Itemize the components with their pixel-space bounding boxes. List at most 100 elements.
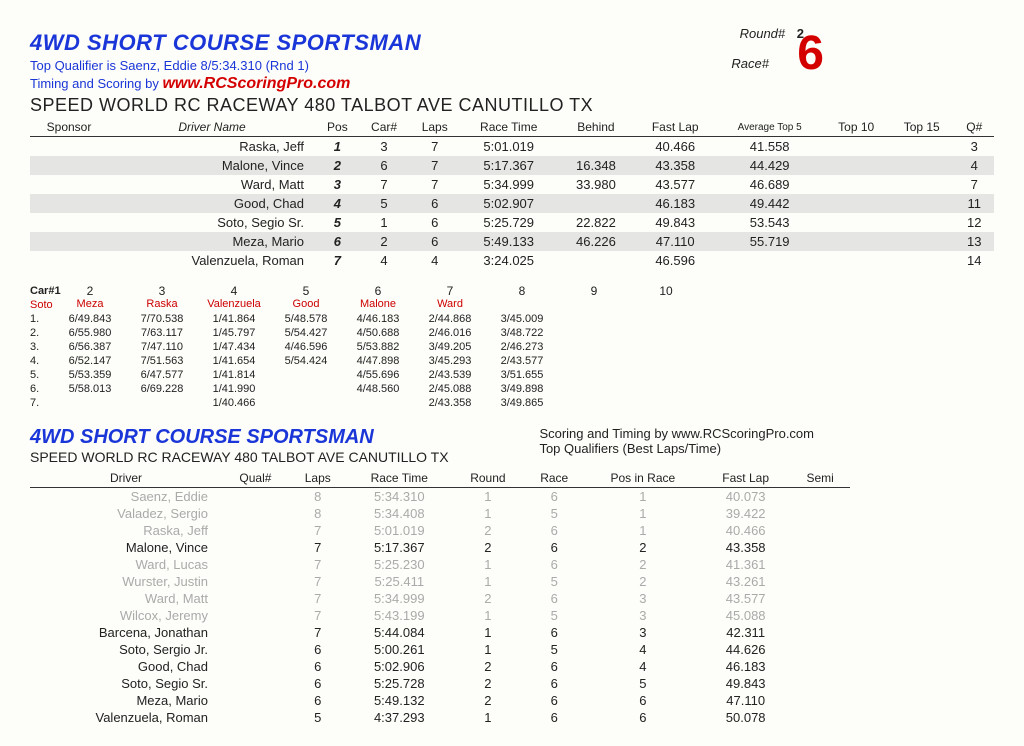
lap-cell <box>558 368 630 382</box>
tq-qual <box>222 607 289 624</box>
cell-time: 5:17.367 <box>460 156 557 175</box>
lap-header-names: SotoMezaRaskaValenzuelaGoodMaloneWard <box>30 298 994 312</box>
cell-fast: 47.110 <box>634 232 715 251</box>
tq-fast: 41.361 <box>701 556 790 573</box>
tq-time: 5:25.411 <box>347 573 452 590</box>
race-label: Race# <box>731 56 769 71</box>
cell-sponsor <box>30 213 108 232</box>
tq-time: 5:44.084 <box>347 624 452 641</box>
tq-driver: Malone, Vince <box>30 539 222 556</box>
tq-round: 1 <box>452 556 524 573</box>
race-number: 6 <box>797 30 824 78</box>
tq-round: 1 <box>452 488 524 506</box>
tq-laps: 6 <box>289 692 347 709</box>
lap-index: 5. <box>30 368 54 382</box>
tq-fast: 43.577 <box>701 590 790 607</box>
cell-q: 4 <box>955 156 995 175</box>
tq-pos: 3 <box>585 590 701 607</box>
timing-line: Timing and Scoring by www.RCScoringPro.c… <box>30 75 994 93</box>
cell-car: 1 <box>359 213 410 232</box>
tq-pos: 2 <box>585 539 701 556</box>
cell-avg: 41.558 <box>716 137 823 157</box>
tq-laps: 6 <box>289 641 347 658</box>
tq-pos: 3 <box>585 607 701 624</box>
car-num: 4 <box>198 284 270 298</box>
lap-cell: 5/53.882 <box>342 340 414 354</box>
cell-t15 <box>889 194 955 213</box>
lap-cell: 3/49.865 <box>486 396 558 410</box>
lap-cell <box>702 368 774 382</box>
lap-cell <box>270 368 342 382</box>
tq-time: 4:37.293 <box>347 709 452 726</box>
cell-fast: 46.596 <box>634 251 715 270</box>
cell-q: 11 <box>955 194 995 213</box>
tq-qual <box>222 488 289 506</box>
tq-time: 5:25.728 <box>347 675 452 692</box>
cell-time: 5:49.133 <box>460 232 557 251</box>
tq-semi <box>790 709 850 726</box>
tq-fast: 49.843 <box>701 675 790 692</box>
col-t15: Top 15 <box>889 118 955 137</box>
cell-q: 7 <box>955 175 995 194</box>
cell-car: 5 <box>359 194 410 213</box>
cell-car: 7 <box>359 175 410 194</box>
tq-qual <box>222 590 289 607</box>
tq-semi <box>790 658 850 675</box>
tq-fast: 42.311 <box>701 624 790 641</box>
car-name: Raska <box>126 298 198 312</box>
lap-cell: 1/40.466 <box>198 396 270 410</box>
tq-row: Meza, Mario65:49.13226647.110 <box>30 692 850 709</box>
tq-semi <box>790 488 850 506</box>
lap-cell <box>630 396 702 410</box>
tq-qual <box>222 505 289 522</box>
tq-fast: 44.626 <box>701 641 790 658</box>
cell-t15 <box>889 213 955 232</box>
tq-table: Driver Qual# Laps Race Time Round Race P… <box>30 469 850 726</box>
cell-car: 3 <box>359 137 410 157</box>
lap-cell: 5/58.013 <box>54 382 126 396</box>
tq-qual <box>222 641 289 658</box>
cell-t10 <box>823 175 889 194</box>
tq-time: 5:00.261 <box>347 641 452 658</box>
col-q: Q# <box>955 118 995 137</box>
tq-fast: 43.358 <box>701 539 790 556</box>
cell-avg: 53.543 <box>716 213 823 232</box>
tq-row: Ward, Lucas75:25.23016241.361 <box>30 556 850 573</box>
tq-race: 5 <box>524 607 585 624</box>
lap-cell <box>342 396 414 410</box>
lap-cell: 4/47.898 <box>342 354 414 368</box>
tq-qual <box>222 658 289 675</box>
tq-row: Wurster, Justin75:25.41115243.261 <box>30 573 850 590</box>
table-row: Ward, Matt3775:34.99933.98043.57746.6897 <box>30 175 994 194</box>
tq-col-pos: Pos in Race <box>585 469 701 488</box>
cell-t15 <box>889 251 955 270</box>
lap-cell: 4/46.596 <box>270 340 342 354</box>
cell-avg: 55.719 <box>716 232 823 251</box>
cell-behind: 22.822 <box>557 213 634 232</box>
tq-time: 5:17.367 <box>347 539 452 556</box>
cell-driver: Ward, Matt <box>108 175 316 194</box>
lap-cell: 4/55.696 <box>342 368 414 382</box>
car-name <box>558 298 630 312</box>
tq-time: 5:43.199 <box>347 607 452 624</box>
tq-race: 6 <box>524 692 585 709</box>
car-num: 9 <box>558 284 630 298</box>
lap-index: 7. <box>30 396 54 410</box>
lap-cell: 2/43.539 <box>414 368 486 382</box>
lap-cell <box>270 382 342 396</box>
tq-pos: 4 <box>585 641 701 658</box>
tq-driver: Saenz, Eddie <box>30 488 222 506</box>
lap-cell: 2/43.577 <box>486 354 558 368</box>
cell-t10 <box>823 232 889 251</box>
cell-t10 <box>823 156 889 175</box>
tq-qual <box>222 556 289 573</box>
col-time: Race Time <box>460 118 557 137</box>
tq-laps: 6 <box>289 675 347 692</box>
tq-row: Soto, Segio Sr.65:25.72826549.843 <box>30 675 850 692</box>
cell-driver: Good, Chad <box>108 194 316 213</box>
tq-round: 1 <box>452 641 524 658</box>
lap-index: 1. <box>30 312 54 326</box>
tq-semi <box>790 556 850 573</box>
lap-index: 3. <box>30 340 54 354</box>
lap-cell <box>630 312 702 326</box>
